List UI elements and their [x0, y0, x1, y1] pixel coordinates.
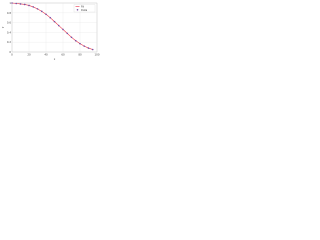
y-tick-label: 0.2 — [7, 40, 11, 44]
x-tick-label: 100 — [95, 53, 100, 57]
data-point — [79, 42, 81, 45]
x-tick-label: 60 — [61, 53, 65, 57]
data-point — [36, 8, 39, 10]
y-axis-label: y — [2, 26, 5, 28]
data-point — [83, 45, 86, 47]
data-point — [11, 2, 13, 4]
data-point — [49, 16, 52, 19]
y-tick-label: 1 — [9, 1, 11, 5]
legend-box — [73, 4, 96, 13]
data-point — [19, 3, 22, 5]
x-tick-label: 0 — [11, 53, 13, 57]
data-point — [28, 4, 30, 7]
y-tick-label: 0.4 — [7, 30, 11, 34]
y-tick-label: 0.6 — [7, 21, 11, 25]
data-point — [70, 36, 73, 39]
data-point — [91, 48, 94, 51]
x-tick-label: 20 — [27, 53, 31, 57]
data-point — [53, 20, 56, 23]
data-point — [45, 13, 47, 16]
data-point — [87, 47, 90, 49]
data-point — [57, 24, 60, 27]
data-point — [74, 39, 77, 42]
y-tick-label: 0.8 — [7, 11, 11, 15]
data-point — [66, 32, 69, 35]
data-point — [32, 6, 35, 8]
y-tick-label: 0 — [9, 50, 11, 54]
legend-marker — [76, 9, 79, 11]
data-point — [62, 28, 64, 31]
data-point — [23, 3, 26, 6]
x-axis-label: x — [54, 58, 56, 61]
x-tick-label: 40 — [44, 53, 48, 57]
data-point — [40, 10, 43, 13]
x-tick-label: 80 — [78, 53, 82, 57]
legend-label: Data — [81, 8, 88, 12]
data-point — [15, 2, 18, 5]
legend-label: Fit — [81, 4, 84, 8]
